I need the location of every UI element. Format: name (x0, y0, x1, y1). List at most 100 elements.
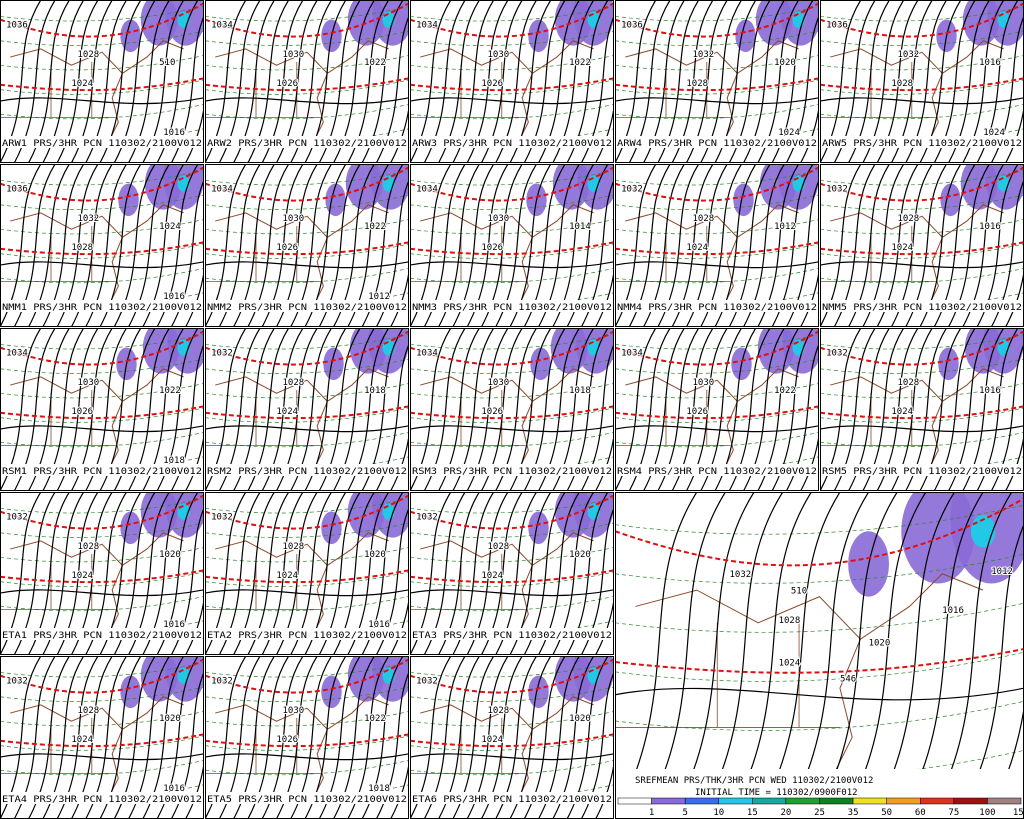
contour-label: 1028 (779, 616, 801, 626)
contour-label: 1030 (693, 378, 715, 388)
precip-area (120, 19, 141, 53)
isobar (615, 261, 819, 269)
panel-label: ETA3 PRS/3HR PCN 110302/2100V012 (412, 631, 612, 641)
contour-label: 1024 (779, 658, 801, 668)
label-bg (411, 300, 613, 312)
label-bg (1, 300, 203, 312)
coastline (215, 40, 389, 147)
panel-frame (205, 492, 409, 655)
contour-label: 1028 (686, 79, 708, 89)
contour-label: 1028 (488, 706, 510, 716)
precip-area (940, 183, 961, 217)
precip-area (530, 347, 551, 381)
thickness-510 (410, 658, 614, 694)
isobar (671, 492, 755, 819)
isobar (615, 97, 819, 105)
contour-label: 1020 (774, 58, 796, 68)
contour-label: 546 (840, 675, 856, 685)
contour-label: 1032 (416, 513, 438, 523)
contour-label: 1020 (364, 550, 386, 560)
precip-area (735, 19, 756, 53)
thickness-510 (205, 2, 409, 38)
contour-label: 1036 (621, 21, 643, 31)
panel-frame (615, 328, 819, 491)
contour-label: 1034 (416, 21, 438, 31)
contour-label: 1020 (569, 550, 591, 560)
precip-area (323, 347, 344, 381)
isobar (900, 492, 984, 819)
map-panel: 1034 1030 1026 1022 ARW2 PRS/3HR PCN 110302/… (205, 0, 409, 163)
isobar (728, 492, 812, 819)
legend-swatch (852, 797, 887, 805)
contour-label: 1034 (6, 349, 28, 359)
isobar (0, 425, 204, 433)
thickness-510 (205, 658, 409, 694)
panel-label: RSM5 PRS/3HR PCN 110302/2100V012 (822, 467, 1022, 477)
thickness-510 (410, 2, 614, 38)
isobar (410, 97, 614, 105)
coastline (830, 368, 1004, 475)
panel-frame (410, 328, 614, 491)
contour-label: 1036 (826, 21, 848, 31)
contour-label: 1034 (211, 185, 233, 195)
contour-label: 1030 (283, 50, 305, 60)
thickness-510 (205, 494, 409, 530)
contour-label: 1028 (898, 214, 920, 224)
coastline (215, 204, 389, 311)
panel-label: NMM3 PRS/3HR PCN 110302/2100V012 (412, 303, 612, 313)
label-bg (411, 136, 613, 148)
contour-label: 1028 (78, 50, 100, 60)
thickness-510 (615, 166, 819, 202)
contour-label: 1032 (826, 185, 848, 195)
contour-label: 1018 (569, 386, 591, 396)
label-bg (411, 628, 613, 640)
contour-label: 1026 (276, 735, 298, 745)
coastline (625, 204, 799, 311)
contour-label: 1012 (991, 567, 1013, 577)
legend-label: 10 (713, 808, 724, 818)
contour-label: 1036 (6, 21, 28, 31)
panel-label: ETA5 PRS/3HR PCN 110302/2100V012 (207, 795, 407, 805)
contour-label: 1026 (71, 407, 93, 417)
contour-label: 1022 (569, 58, 591, 68)
legend-swatch (785, 797, 820, 805)
thickness-510 (820, 166, 1024, 202)
panel-label: ARW5 PRS/3HR PCN 110302/2100V012 (822, 139, 1022, 149)
legend-label: 15 (747, 808, 758, 818)
contour-label: 1028 (283, 542, 305, 552)
contour-label: 1024 (891, 407, 913, 417)
map-panel: 1034 1030 1026 1022 RSM4 PRS/3HR PCN 110302/… (615, 328, 819, 491)
thickness-546 (615, 647, 1024, 674)
thickness-line (615, 651, 1024, 682)
isobar (0, 753, 204, 761)
contour-label: 1022 (364, 222, 386, 232)
thickness-510 (0, 2, 204, 38)
isobar (820, 97, 1024, 105)
contour-label: 1016 (979, 58, 1001, 68)
isobar (786, 492, 870, 819)
panel-label: ARW3 PRS/3HR PCN 110302/2100V012 (412, 139, 612, 149)
coastline (10, 368, 184, 475)
thickness-510 (820, 2, 1024, 38)
label-bg (1, 464, 203, 476)
panel-frame (410, 492, 614, 655)
panel-frame (205, 164, 409, 327)
contour-label: 1026 (686, 407, 708, 417)
isobar (205, 753, 409, 761)
coastline (635, 573, 984, 787)
contour-label: 1024 (481, 571, 503, 581)
contour-label: 1032 (211, 349, 233, 359)
precip-area (938, 347, 959, 381)
isobar (958, 522, 1024, 819)
label-bg (206, 792, 408, 804)
thickness-510 (0, 166, 204, 202)
contour-label: 510 (791, 586, 807, 596)
coastline (420, 368, 594, 475)
contour-label: 1012 (774, 222, 796, 232)
panel-frame (0, 164, 204, 327)
panel-frame (0, 328, 204, 491)
